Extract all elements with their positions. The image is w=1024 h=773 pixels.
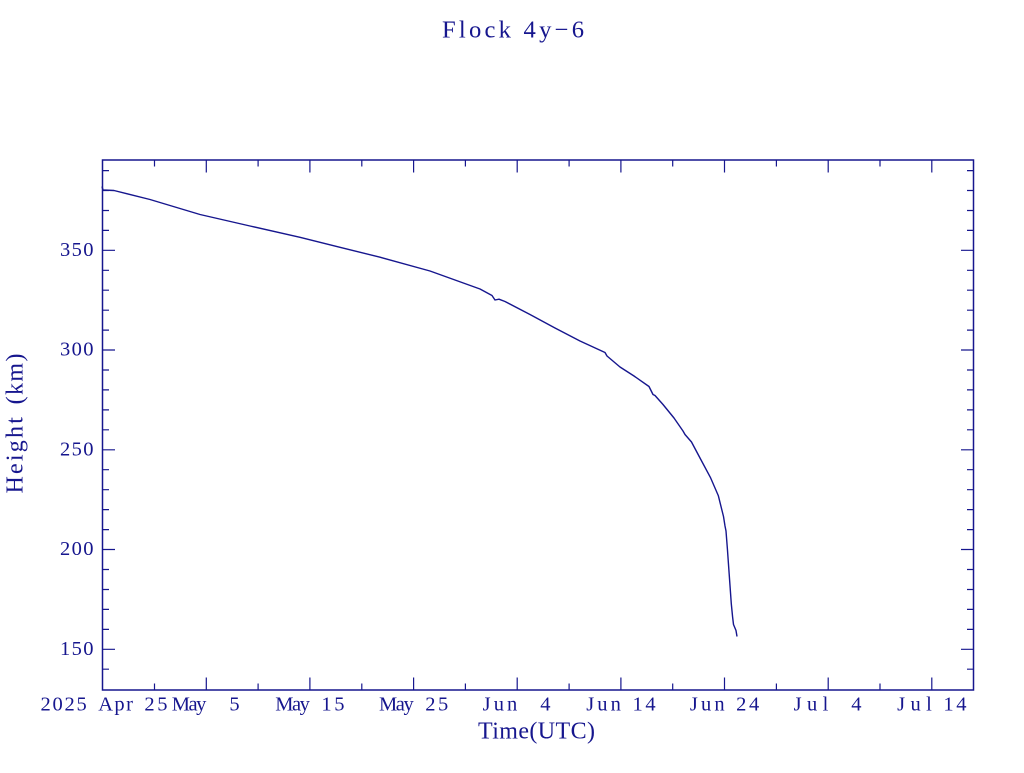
svg-text:250: 250 xyxy=(60,438,94,460)
svg-text:Apr: Apr xyxy=(98,693,133,715)
svg-text:May: May xyxy=(275,693,310,715)
svg-text:Jun: Jun xyxy=(586,693,621,715)
svg-text:Jun: Jun xyxy=(690,693,725,715)
svg-text:Time(UTC): Time(UTC) xyxy=(478,719,595,745)
svg-text:May: May xyxy=(379,693,414,715)
svg-text:Jul: Jul xyxy=(897,693,932,715)
svg-text:150: 150 xyxy=(60,638,94,660)
svg-text:Height: Height xyxy=(3,417,29,494)
svg-text:Jun: Jun xyxy=(483,693,518,715)
svg-text:4: 4 xyxy=(540,693,550,715)
svg-text:2025: 2025 xyxy=(41,693,87,715)
svg-text:5: 5 xyxy=(229,693,239,715)
svg-text:(km): (km) xyxy=(3,354,29,405)
svg-text:4: 4 xyxy=(851,693,861,715)
svg-text:350: 350 xyxy=(60,239,94,261)
svg-text:200: 200 xyxy=(60,538,94,560)
svg-text:300: 300 xyxy=(60,339,94,361)
svg-text:Jul: Jul xyxy=(794,693,829,715)
svg-text:May: May xyxy=(172,693,207,715)
